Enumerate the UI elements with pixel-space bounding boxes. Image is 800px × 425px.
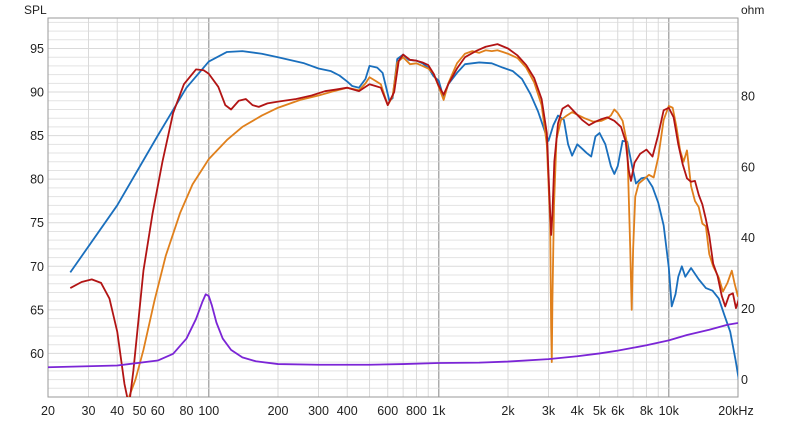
x-tick-label: 400	[337, 404, 358, 418]
x-tick-label: 5k	[593, 404, 607, 418]
x-tick-label: 2k	[501, 404, 515, 418]
x-tick-label: 20	[41, 404, 55, 418]
x-tick-label: 600	[377, 404, 398, 418]
x-tick-label: 50	[133, 404, 147, 418]
right-tick-label: 20	[741, 302, 755, 316]
x-tick-label: 300	[308, 404, 329, 418]
right-tick-label: 40	[741, 231, 755, 245]
left-tick-label: 60	[30, 347, 44, 361]
plot-frame	[47, 17, 739, 398]
x-tick-label: 8k	[640, 404, 654, 418]
right-axis-title: ohm	[741, 3, 764, 17]
left-axis-title: SPL	[24, 3, 47, 17]
left-tick-label: 75	[30, 216, 44, 230]
x-tick-label: 30	[82, 404, 96, 418]
x-tick-label: 20kHz	[718, 404, 753, 418]
x-tick-label: 80	[180, 404, 194, 418]
left-tick-label: 90	[30, 86, 44, 100]
x-tick-label: 3k	[542, 404, 556, 418]
x-tick-label: 10k	[659, 404, 680, 418]
left-tick-label: 85	[30, 129, 44, 143]
grid	[47, 18, 739, 397]
x-tick-label: 100	[198, 404, 219, 418]
series-group	[48, 43, 738, 397]
x-tick-label: 40	[110, 404, 124, 418]
series-line-1	[69, 50, 738, 381]
left-tick-label: 65	[30, 303, 44, 317]
x-tick-label: 1k	[432, 404, 446, 418]
right-tick-label: 80	[741, 89, 755, 103]
x-tick-label: 200	[268, 404, 289, 418]
left-tick-label: 95	[30, 42, 44, 56]
x-tick-label: 6k	[611, 404, 625, 418]
left-tick-label: 80	[30, 173, 44, 187]
right-tick-label: 0	[741, 373, 748, 387]
series-line-4	[48, 293, 738, 369]
x-tick-label: 4k	[571, 404, 585, 418]
series-line-3	[69, 43, 738, 397]
x-tick-label: 60	[151, 404, 165, 418]
right-tick-label: 60	[741, 160, 755, 174]
left-tick-label: 70	[30, 260, 44, 274]
x-tick-label: 800	[406, 404, 427, 418]
tick-labels: 20 30 40 50 60 80 100 200 300 400 600 800 1k 2k 3k 4k 5k…	[30, 42, 755, 418]
